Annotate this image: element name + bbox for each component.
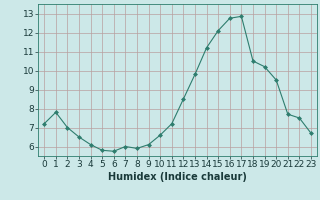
- X-axis label: Humidex (Indice chaleur): Humidex (Indice chaleur): [108, 172, 247, 182]
